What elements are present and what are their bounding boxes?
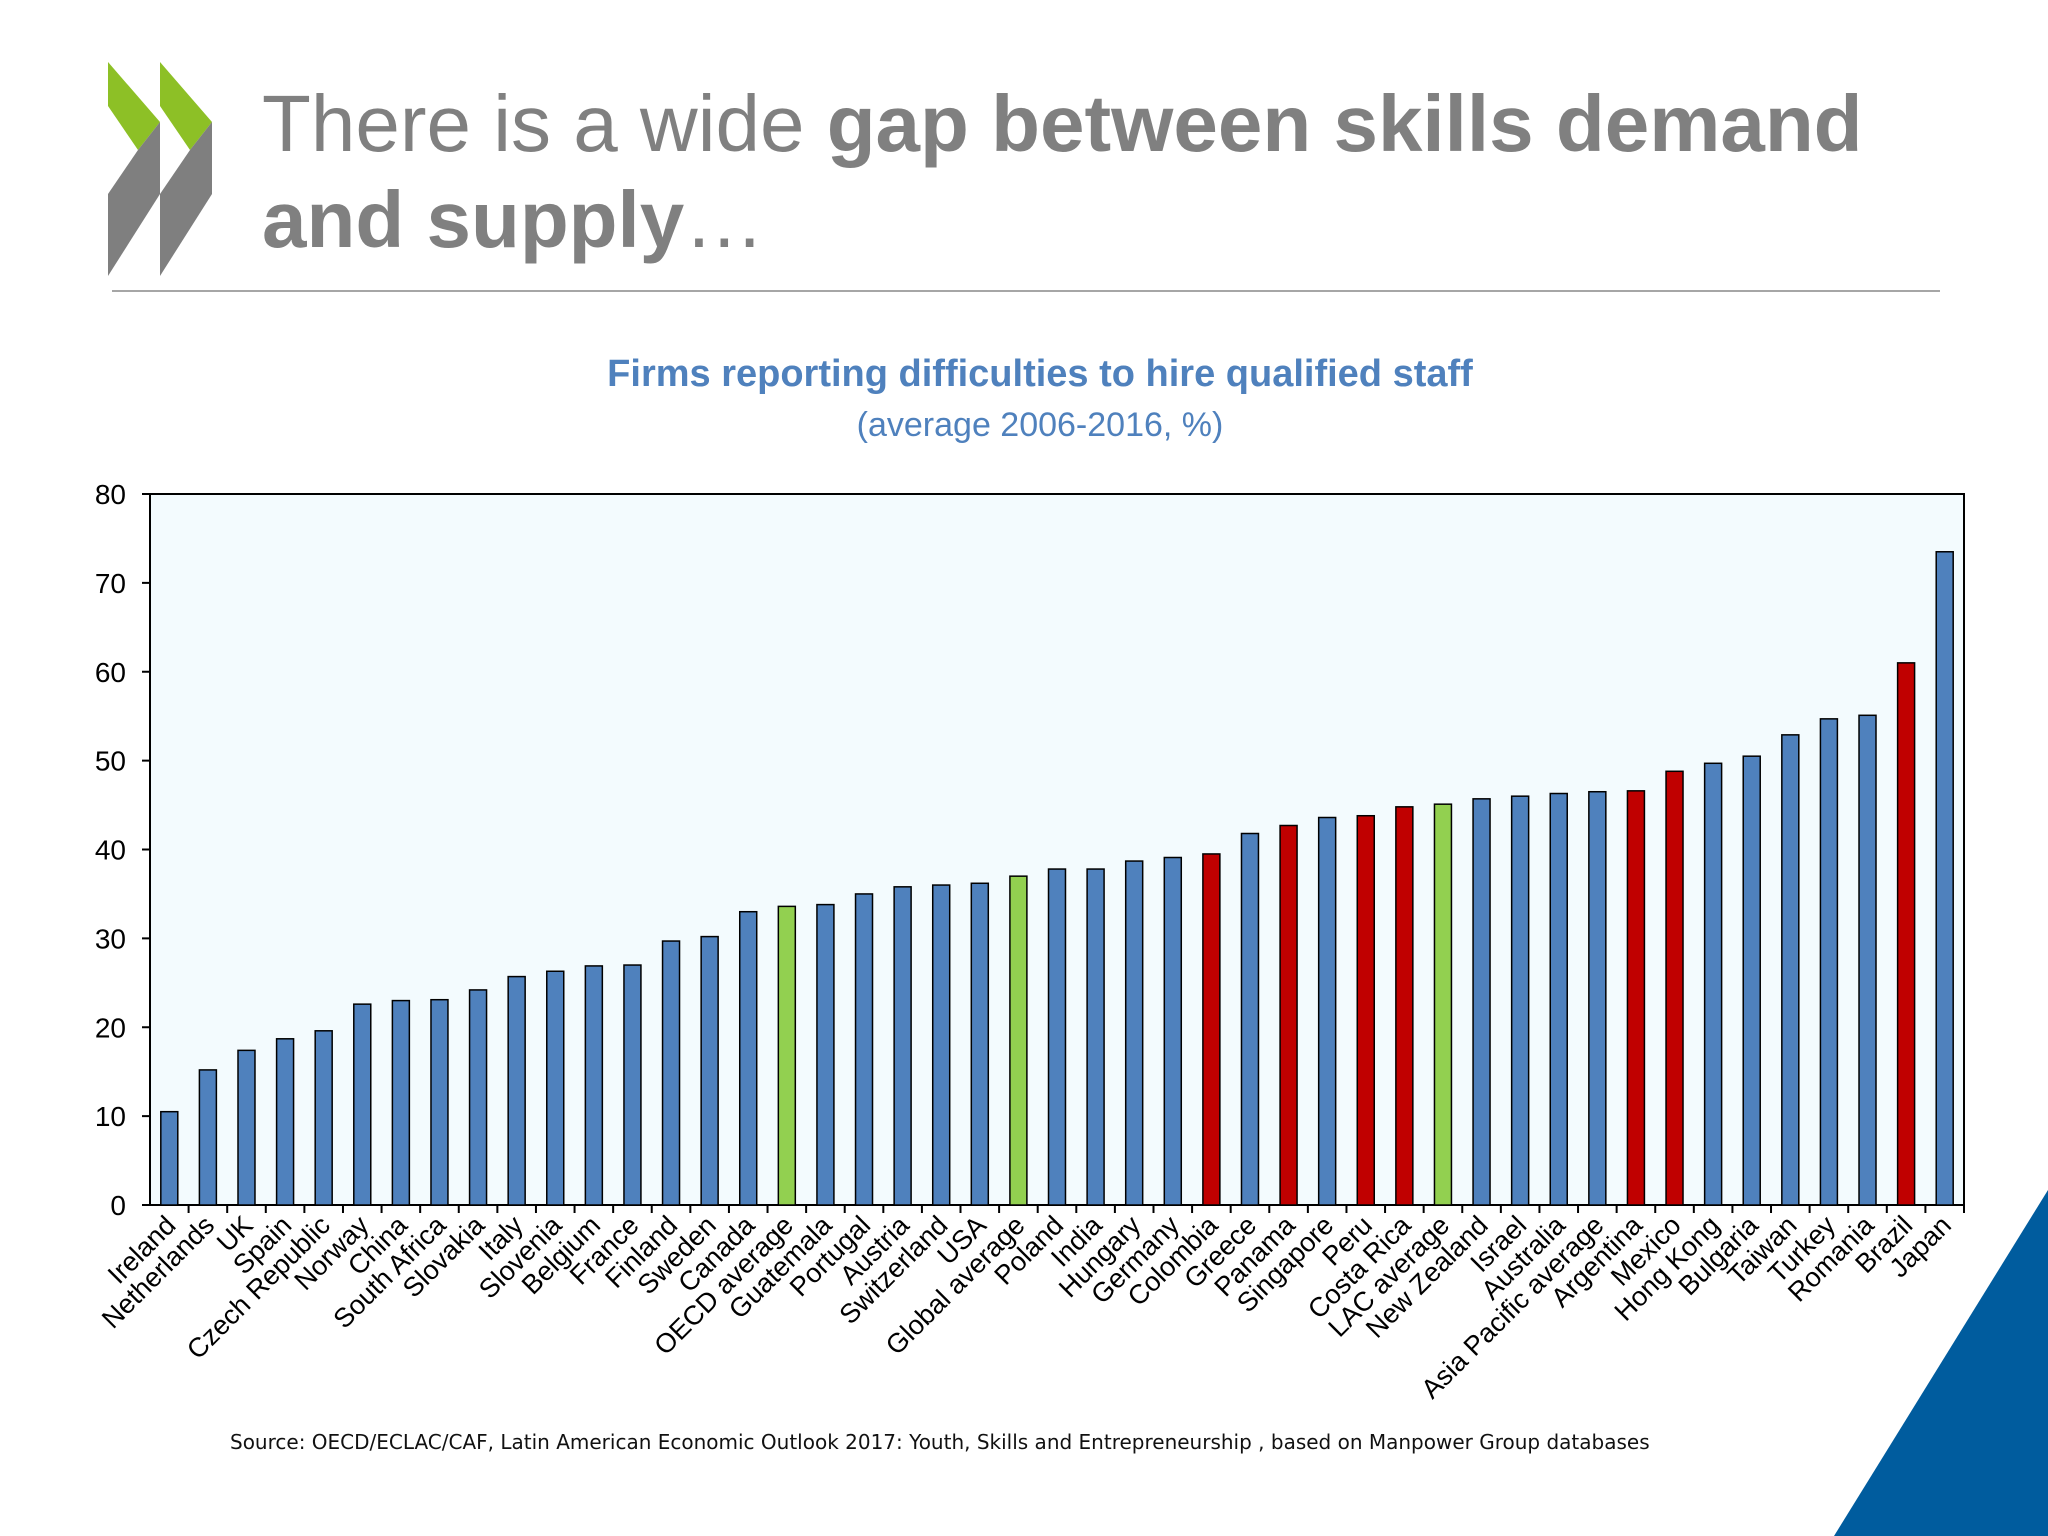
bar — [1935, 551, 1954, 1206]
logo-chevron-left-gray — [108, 122, 160, 276]
logo-chevron-left-green — [108, 62, 160, 150]
bar — [1317, 816, 1337, 1206]
corner-decoration — [1834, 1190, 2048, 1536]
oecd-logo — [108, 62, 212, 276]
chart-subtitle: (average 2006-2016, %) — [857, 406, 1224, 444]
bar — [1819, 718, 1839, 1206]
title-light-text: There is a wide — [262, 79, 827, 168]
bar — [584, 965, 604, 1206]
bar — [1047, 868, 1067, 1206]
y-tick-label: 10 — [95, 1101, 126, 1132]
bar — [1703, 762, 1723, 1206]
bar — [854, 893, 874, 1206]
y-axis: 0 10 20 30 40 50 60 70 80 — [95, 479, 150, 1221]
bar — [1395, 806, 1414, 1206]
bar — [1742, 755, 1761, 1206]
bar — [160, 1110, 179, 1206]
y-tick-label: 0 — [110, 1190, 126, 1221]
bar — [623, 964, 642, 1206]
source-note: Source: OECD/ECLAC/CAF, Latin American E… — [230, 1430, 1650, 1454]
bar — [1549, 792, 1568, 1206]
slide-title: There is a wide gap between skills deman… — [262, 76, 1962, 268]
title-ellipsis: … — [684, 175, 765, 264]
bar — [546, 970, 565, 1206]
y-tick-label: 30 — [95, 923, 126, 954]
bar — [893, 886, 912, 1206]
bar — [1665, 770, 1684, 1206]
bar — [507, 975, 526, 1206]
bar-chart: Firms reporting difficulties to hire qua… — [95, 353, 1965, 1404]
bar — [777, 905, 797, 1206]
bar — [1356, 814, 1376, 1206]
bar — [1240, 832, 1260, 1206]
bar — [931, 884, 951, 1206]
bar — [1858, 714, 1877, 1206]
bar — [353, 1003, 372, 1206]
chart-title: Firms reporting difficulties to hire qua… — [607, 353, 1473, 395]
bar — [970, 882, 990, 1206]
y-tick-label: 80 — [95, 479, 126, 510]
bar — [1472, 798, 1491, 1206]
bar — [1510, 795, 1530, 1206]
corner-triangle — [1834, 1190, 2048, 1536]
logo-chevron-right-green — [160, 62, 212, 150]
title-bold-text: gap between skills demand and supply — [262, 79, 1863, 264]
bar — [1626, 790, 1646, 1206]
bar — [700, 935, 719, 1206]
bar — [430, 998, 449, 1206]
logo-chevron-right-gray — [160, 122, 212, 276]
bar — [1124, 860, 1144, 1206]
bar — [1163, 856, 1183, 1206]
bar — [661, 940, 681, 1206]
y-tick-label: 70 — [95, 568, 126, 599]
bar — [391, 999, 411, 1206]
bar — [1896, 662, 1916, 1206]
y-tick-label: 20 — [95, 1012, 126, 1043]
bar — [738, 910, 758, 1206]
bar — [198, 1069, 218, 1206]
bar — [1009, 875, 1028, 1206]
bar — [816, 903, 835, 1206]
bar — [1588, 790, 1607, 1206]
bar — [275, 1038, 295, 1206]
bar — [1433, 803, 1453, 1206]
title-divider — [112, 290, 1940, 292]
y-tick-label: 50 — [95, 746, 126, 777]
y-tick-label: 60 — [95, 657, 126, 688]
bar — [468, 989, 488, 1206]
bar — [314, 1030, 333, 1206]
y-tick-label: 40 — [95, 835, 126, 866]
bar — [237, 1049, 256, 1206]
bar — [1279, 824, 1298, 1206]
bar — [1781, 734, 1800, 1206]
bar-series — [160, 551, 1954, 1206]
bar — [1086, 868, 1105, 1206]
bar — [1202, 853, 1221, 1206]
